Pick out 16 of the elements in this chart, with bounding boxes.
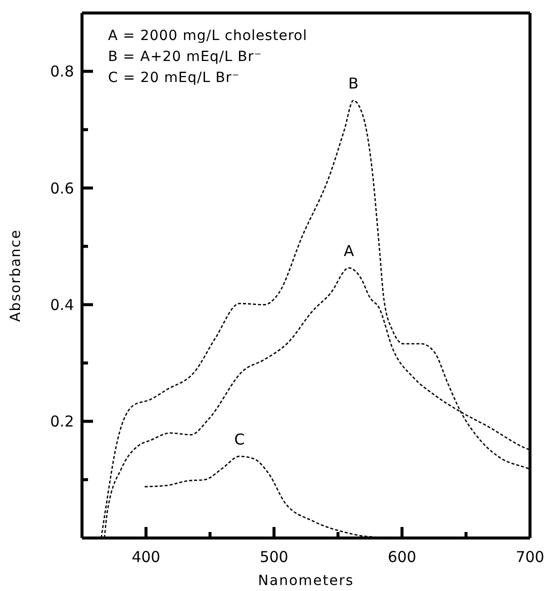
annotation: B = A+20 mEq/L Br⁻: [108, 49, 262, 65]
y-tick-label: 0.8: [50, 62, 74, 81]
annotation: A = 2000 mg/L cholesterol: [108, 28, 308, 44]
x-tick-label: 600: [388, 548, 416, 566]
x-tick-label: 400: [132, 548, 160, 566]
x-tick-label: 700: [516, 548, 544, 566]
x-axis-title: Nanometers: [258, 573, 354, 589]
y-tick-label: 0.4: [50, 296, 74, 314]
series-label: B: [348, 74, 359, 92]
series-label: A: [344, 242, 355, 260]
series-label: C: [234, 430, 245, 448]
y-axis-title: Absorbance: [8, 229, 24, 322]
x-tick-label: 500: [260, 548, 288, 566]
annotation: C = 20 mEq/L Br⁻: [108, 70, 240, 86]
y-tick-label: 0.2: [50, 412, 74, 431]
y-tick-label: 0.6: [50, 179, 74, 198]
